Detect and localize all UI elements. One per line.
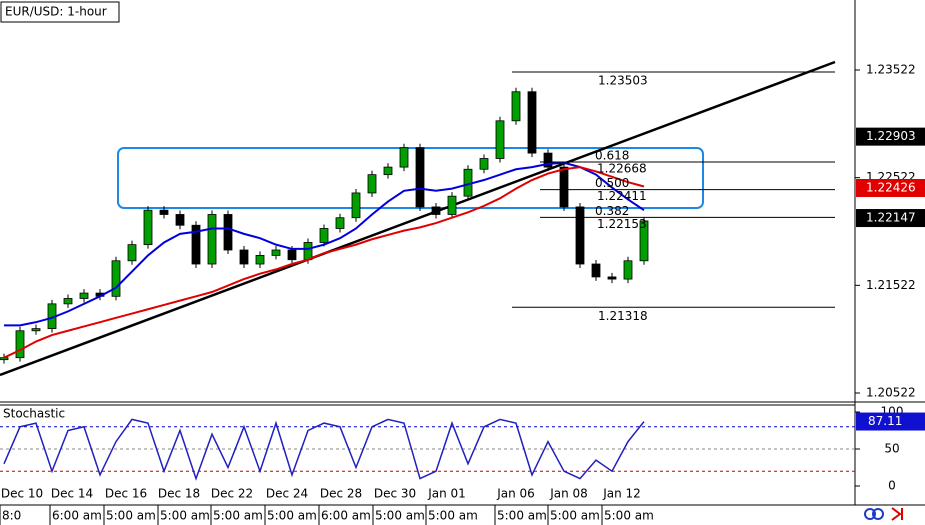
- y-tick-label: 1.23522: [866, 62, 916, 76]
- nav-icons[interactable]: [864, 507, 903, 521]
- candle: [415, 147, 425, 208]
- moving-average: [4, 161, 645, 327]
- time-label: 5:00 am: [497, 509, 547, 523]
- stoch-tick-label: 50: [884, 442, 899, 456]
- candle: [623, 260, 633, 280]
- time-label: 5:00 am: [106, 509, 156, 523]
- candle: [351, 192, 361, 219]
- candle: [191, 224, 201, 265]
- candle: [223, 214, 233, 251]
- candle: [319, 228, 329, 243]
- date-label: Dec 30: [374, 487, 416, 501]
- candle: [591, 263, 601, 278]
- chart-title: EUR/USD: 1-hour: [5, 5, 107, 19]
- candle: [575, 206, 585, 265]
- time-label: 5:00 am: [604, 509, 654, 523]
- time-label: 5:00 am: [428, 509, 478, 523]
- candle: [367, 174, 377, 194]
- candle: [239, 249, 249, 265]
- stoch-tag-label: 87.11: [868, 414, 902, 428]
- price-tag-label: 1.22426: [866, 180, 916, 194]
- time-label: 6:00 am: [321, 509, 371, 523]
- trend-line: [0, 60, 836, 377]
- moving-average: [3, 166, 645, 359]
- indicator-title: Stochastic: [3, 407, 65, 421]
- stoch-tag: [856, 412, 925, 431]
- time-label: 8:0: [2, 509, 21, 523]
- candle: [287, 249, 297, 261]
- candle: [639, 220, 649, 262]
- candle: [399, 147, 409, 168]
- date-label: Dec 10: [1, 487, 43, 501]
- time-label: 5:00 am: [550, 509, 600, 523]
- fib-price: 1.22668: [597, 161, 647, 175]
- price-tag: [856, 178, 925, 197]
- link-icon[interactable]: [872, 508, 884, 520]
- link-icon[interactable]: [864, 508, 876, 520]
- date-label: Dec 24: [266, 487, 308, 501]
- date-label: Dec 18: [158, 487, 200, 501]
- date-label: Jan 08: [549, 487, 588, 501]
- candle: [207, 214, 217, 265]
- price-tag: [856, 127, 925, 146]
- date-label: Dec 14: [51, 487, 93, 501]
- y-tick-label: 1.21522: [866, 278, 916, 292]
- candle: [0, 357, 9, 361]
- candle: [79, 292, 89, 299]
- stoch-line: [3, 418, 645, 481]
- candle: [303, 242, 313, 261]
- scroll-end-icon[interactable]: [891, 507, 903, 521]
- date-label: Dec 28: [320, 487, 362, 501]
- stoch-tick-label: 0: [888, 479, 896, 493]
- time-label: 5:00 am: [267, 509, 317, 523]
- title-box: [0, 1, 120, 23]
- candle: [63, 298, 73, 305]
- date-label: Dec 16: [105, 487, 147, 501]
- fib-price: 1.22411: [597, 189, 647, 203]
- candle: [559, 166, 569, 208]
- price-tag-label: 1.22147: [866, 211, 916, 225]
- price-tag: [856, 209, 925, 228]
- candle: [527, 91, 537, 154]
- candle: [271, 249, 281, 256]
- candle: [159, 209, 169, 215]
- candle: [383, 166, 393, 176]
- swing-level-label: 1.23503: [598, 74, 648, 88]
- candle: [495, 120, 505, 159]
- candle: [607, 276, 617, 280]
- candle: [431, 206, 441, 215]
- candle: [543, 152, 553, 168]
- candle: [335, 217, 345, 229]
- date-label: Dec 22: [211, 487, 253, 501]
- candle: [127, 244, 137, 262]
- candle: [175, 214, 185, 226]
- fib-price: 1.22153: [597, 217, 647, 231]
- candle: [111, 260, 121, 297]
- candle: [143, 209, 153, 246]
- fib-ratio: 0.500: [595, 176, 629, 190]
- time-label: 6:00 am: [52, 509, 102, 523]
- time-label: 5:00 am: [160, 509, 210, 523]
- candle: [15, 330, 25, 359]
- candle: [31, 328, 41, 332]
- range-box: [117, 147, 704, 209]
- fib-ratio: 0.618: [595, 148, 629, 162]
- candle: [511, 91, 521, 122]
- price-tag-label: 1.22903: [866, 129, 916, 143]
- candle: [447, 195, 457, 215]
- candle: [479, 158, 489, 170]
- date-label: Jan 12: [602, 487, 641, 501]
- date-label: Jan 01: [427, 487, 466, 501]
- time-label: 5:00 am: [375, 509, 425, 523]
- fib-ratio: 0.382: [595, 204, 629, 218]
- candle: [255, 254, 265, 265]
- swing-level-label: 1.21318: [598, 309, 648, 323]
- time-label: 5:00 am: [213, 509, 263, 523]
- y-tick-label: 1.20522: [866, 386, 916, 400]
- date-label: Jan 06: [496, 487, 535, 501]
